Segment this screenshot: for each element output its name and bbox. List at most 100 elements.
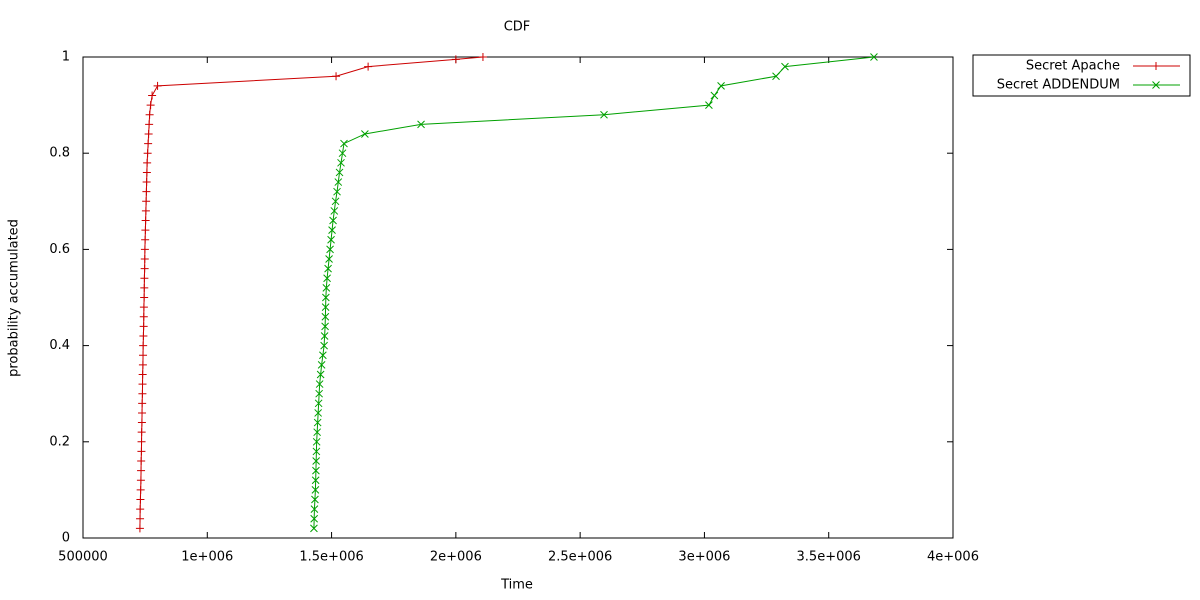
point-marker <box>140 255 149 264</box>
point-marker <box>140 283 149 292</box>
point-marker <box>141 235 150 244</box>
series-line <box>313 56 875 529</box>
point-marker <box>315 380 324 388</box>
y-tick-label: 0.6 <box>49 242 70 257</box>
point-marker <box>312 457 321 465</box>
point-marker <box>137 437 146 446</box>
point-marker <box>143 158 152 167</box>
point-marker <box>139 322 148 331</box>
point-marker <box>319 351 327 360</box>
point-marker <box>311 495 319 504</box>
point-marker <box>417 120 425 129</box>
x-tick-label: 2.5e+006 <box>548 550 612 565</box>
point-marker <box>312 437 321 446</box>
point-marker <box>145 120 154 129</box>
series-line <box>139 56 483 529</box>
point-marker <box>140 274 149 283</box>
point-marker <box>146 101 155 110</box>
point-marker <box>136 495 145 504</box>
point-marker <box>137 418 146 427</box>
y-tick-label: 0 <box>62 531 70 546</box>
plot-frame <box>82 56 954 539</box>
y-axis-label: probability accumulated <box>7 219 22 377</box>
point-marker <box>326 245 334 254</box>
point-marker <box>317 360 326 369</box>
legend-box <box>972 54 1191 97</box>
point-marker <box>338 149 347 158</box>
point-marker <box>334 178 343 186</box>
point-marker <box>312 447 321 456</box>
point-marker <box>148 91 157 100</box>
point-marker <box>316 370 325 379</box>
x-tick-label: 1.5e+006 <box>299 550 363 565</box>
point-marker <box>717 82 725 90</box>
legend-label: Secret ADDENDUM <box>997 78 1120 93</box>
point-marker <box>705 101 713 109</box>
x-tick-label: 2e+006 <box>430 550 482 565</box>
x-tick-label: 3e+006 <box>678 550 730 565</box>
point-marker <box>600 110 608 119</box>
point-marker <box>139 312 148 321</box>
point-marker <box>137 457 146 466</box>
point-marker <box>337 158 345 167</box>
point-marker <box>137 428 146 437</box>
y-tick-label: 0.4 <box>49 338 70 353</box>
point-marker <box>311 476 320 485</box>
point-marker <box>330 207 339 215</box>
point-marker <box>140 245 149 254</box>
point-marker <box>710 91 719 100</box>
point-marker <box>321 322 329 331</box>
point-marker <box>137 447 146 456</box>
point-marker <box>340 139 348 148</box>
point-marker <box>144 129 153 138</box>
point-marker <box>314 399 323 408</box>
point-marker <box>361 130 369 138</box>
x-tick-label: 4e+006 <box>927 550 979 565</box>
point-marker <box>320 332 329 340</box>
point-marker <box>141 226 150 235</box>
point-marker <box>313 418 322 427</box>
point-marker <box>137 466 146 475</box>
point-marker <box>364 62 373 71</box>
point-marker <box>142 168 151 177</box>
y-tick-label: 0.8 <box>49 146 70 161</box>
point-marker <box>323 274 331 283</box>
point-marker <box>320 341 328 350</box>
point-marker <box>451 55 460 64</box>
point-marker <box>141 216 150 225</box>
point-marker <box>140 264 149 273</box>
point-marker <box>332 72 341 81</box>
point-marker <box>145 110 154 119</box>
x-tick-label: 500000 <box>58 550 108 565</box>
point-marker <box>136 505 145 514</box>
point-marker <box>335 168 344 177</box>
point-marker <box>1152 81 1160 89</box>
point-marker <box>314 409 323 417</box>
point-marker <box>138 399 147 408</box>
point-marker <box>772 72 780 81</box>
point-marker <box>136 514 145 523</box>
point-marker <box>139 331 148 340</box>
x-axis-label: Time <box>500 578 533 593</box>
y-tick-label: 1 <box>62 50 70 65</box>
point-marker <box>310 524 318 533</box>
point-marker <box>138 408 147 417</box>
point-marker <box>312 466 320 475</box>
point-marker <box>325 255 333 263</box>
point-marker <box>141 206 150 215</box>
point-marker <box>321 312 330 321</box>
point-marker <box>138 389 147 398</box>
chart-title: CDF <box>504 20 531 35</box>
point-marker <box>322 284 331 292</box>
point-marker <box>321 303 330 311</box>
point-marker <box>139 303 148 312</box>
point-marker <box>138 370 147 379</box>
x-tick-label: 3.5e+006 <box>797 550 861 565</box>
point-marker <box>333 187 341 196</box>
point-marker <box>313 428 322 437</box>
point-marker <box>310 505 319 513</box>
point-marker <box>142 187 151 196</box>
y-tick-label: 0.2 <box>49 434 70 449</box>
